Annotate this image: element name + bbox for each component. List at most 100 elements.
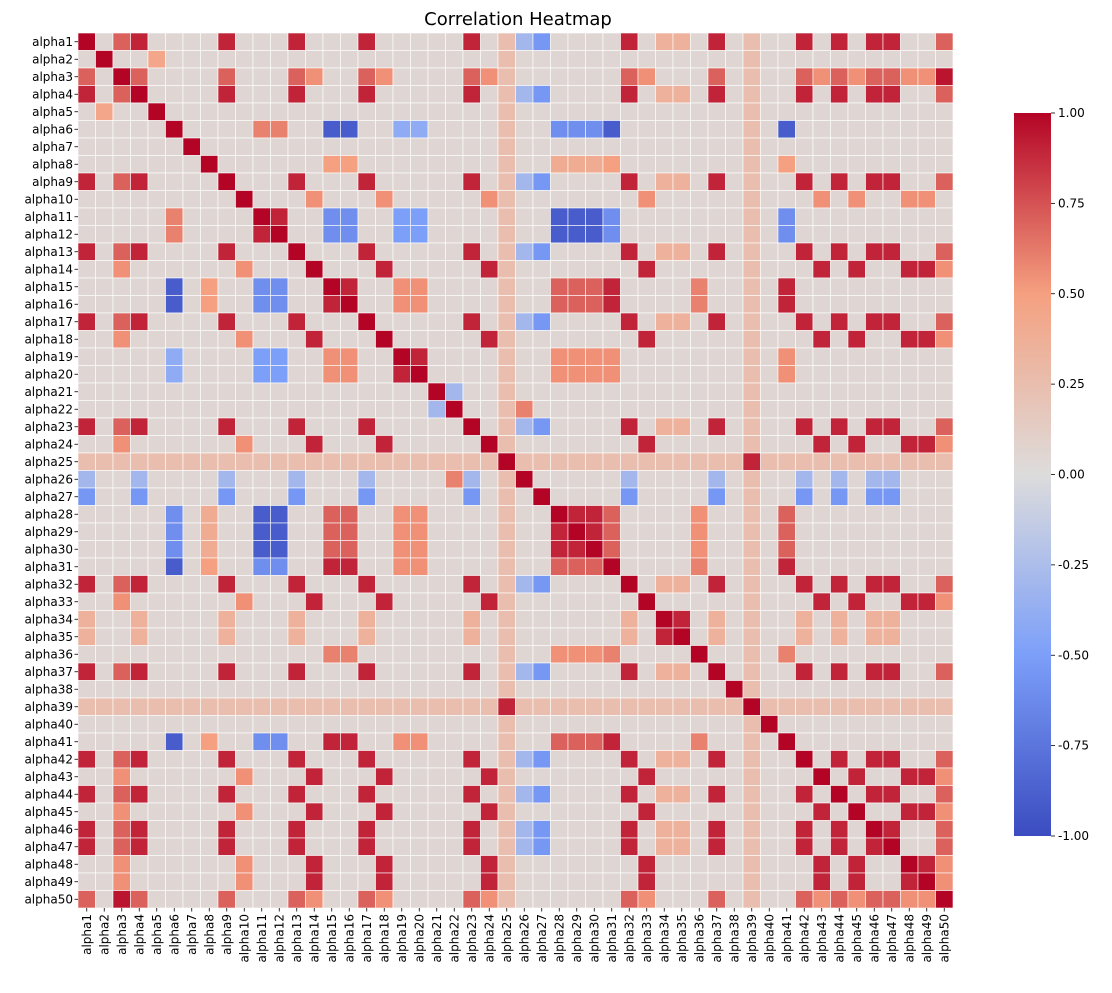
heatmap-cell-34-45 (847, 610, 866, 629)
heatmap-cell-1-1 (77, 32, 96, 51)
heatmap-cell-48-8 (200, 855, 219, 874)
heatmap-cell-23-22 (445, 417, 464, 436)
heatmap-cell-35-21 (427, 627, 446, 646)
heatmap-cell-34-17 (357, 610, 376, 629)
heatmap-cell-46-40 (760, 820, 779, 839)
heatmap-cell-46-18 (375, 820, 394, 839)
heatmap-cell-37-12 (270, 662, 289, 681)
heatmap-cell-30-37 (707, 540, 726, 559)
heatmap-cell-25-27 (532, 452, 551, 471)
heatmap-cell-4-4 (130, 85, 149, 104)
heatmap-cell-10-44 (830, 190, 849, 209)
x-tick-label: alpha16 (342, 914, 356, 963)
heatmap-cell-30-15 (322, 540, 341, 559)
heatmap-cell-4-18 (375, 85, 394, 104)
heatmap-cell-39-20 (410, 697, 429, 716)
heatmap-cell-19-45 (847, 347, 866, 366)
y-tick-label: alpha22 (24, 402, 73, 416)
heatmap-cell-31-34 (655, 557, 674, 576)
heatmap-cell-20-41 (777, 365, 796, 384)
heatmap-cell-25-9 (217, 452, 236, 471)
heatmap-cell-32-34 (655, 575, 674, 594)
heatmap-cell-19-29 (567, 347, 586, 366)
heatmap-cell-20-47 (882, 365, 901, 384)
x-tick-label: alpha44 (832, 914, 846, 963)
heatmap-cell-14-2 (95, 260, 114, 279)
heatmap-cell-43-36 (690, 767, 709, 786)
heatmap-cell-48-3 (112, 855, 131, 874)
heatmap-cell-1-24 (480, 32, 499, 51)
heatmap-cell-3-9 (217, 67, 236, 86)
heatmap-cell-39-27 (532, 697, 551, 716)
heatmap-cell-49-7 (182, 872, 201, 891)
heatmap-cell-2-39 (742, 50, 761, 69)
heatmap-cell-44-50 (935, 785, 954, 804)
heatmap-cell-10-9 (217, 190, 236, 209)
heatmap-cell-10-41 (777, 190, 796, 209)
heatmap-cell-14-4 (130, 260, 149, 279)
heatmap-cell-32-46 (865, 575, 884, 594)
heatmap-cell-31-46 (865, 557, 884, 576)
heatmap-cell-3-50 (935, 67, 954, 86)
heatmap-cell-12-38 (725, 225, 744, 244)
heatmap-cell-9-1 (77, 172, 96, 191)
heatmap-cell-6-9 (217, 120, 236, 139)
heatmap-cell-32-30 (585, 575, 604, 594)
heatmap-cell-36-1 (77, 645, 96, 664)
heatmap-cell-25-22 (445, 452, 464, 471)
heatmap-cell-30-21 (427, 540, 446, 559)
heatmap-cell-6-3 (112, 120, 131, 139)
heatmap-cell-40-10 (235, 715, 254, 734)
heatmap-cell-14-24 (480, 260, 499, 279)
heatmap-cell-9-28 (550, 172, 569, 191)
heatmap-cell-44-35 (672, 785, 691, 804)
heatmap-cell-50-27 (532, 890, 551, 909)
heatmap-cell-26-3 (112, 470, 131, 489)
heatmap-cell-9-8 (200, 172, 219, 191)
heatmap-cell-26-2 (95, 470, 114, 489)
heatmap-cell-43-49 (917, 767, 936, 786)
heatmap-cell-25-23 (462, 452, 481, 471)
heatmap-cell-47-27 (532, 837, 551, 856)
heatmap-cell-42-32 (620, 750, 639, 769)
heatmap-cell-12-27 (532, 225, 551, 244)
heatmap-cell-30-44 (830, 540, 849, 559)
heatmap-cell-7-17 (357, 137, 376, 156)
heatmap-cell-3-11 (252, 67, 271, 86)
heatmap-cell-8-2 (95, 155, 114, 174)
heatmap-cell-33-48 (900, 592, 919, 611)
heatmap-cell-18-42 (795, 330, 814, 349)
heatmap-cell-32-16 (340, 575, 359, 594)
heatmap-cell-18-17 (357, 330, 376, 349)
heatmap-cell-10-46 (865, 190, 884, 209)
heatmap-cell-19-12 (270, 347, 289, 366)
heatmap-cell-23-26 (515, 417, 534, 436)
heatmap-cell-10-20 (410, 190, 429, 209)
heatmap-cell-4-28 (550, 85, 569, 104)
heatmap-cell-14-42 (795, 260, 814, 279)
heatmap-cell-9-19 (392, 172, 411, 191)
heatmap-cell-29-23 (462, 522, 481, 541)
heatmap-cell-10-11 (252, 190, 271, 209)
heatmap-cell-7-35 (672, 137, 691, 156)
heatmap-cell-13-27 (532, 242, 551, 261)
heatmap-cell-18-43 (812, 330, 831, 349)
heatmap-cell-41-6 (165, 732, 184, 751)
heatmap-cell-32-29 (567, 575, 586, 594)
heatmap-cell-20-48 (900, 365, 919, 384)
heatmap-cell-18-12 (270, 330, 289, 349)
heatmap-cell-20-37 (707, 365, 726, 384)
heatmap-cell-16-40 (760, 295, 779, 314)
heatmap-cell-39-28 (550, 697, 569, 716)
heatmap-cell-4-22 (445, 85, 464, 104)
heatmap-cell-17-25 (497, 312, 516, 331)
heatmap-cell-35-46 (865, 627, 884, 646)
heatmap-cell-46-47 (882, 820, 901, 839)
heatmap-cell-12-13 (287, 225, 306, 244)
y-tick-label: alpha33 (24, 595, 73, 609)
heatmap-cell-50-3 (112, 890, 131, 909)
heatmap-cell-47-47 (882, 837, 901, 856)
heatmap-cell-47-6 (165, 837, 184, 856)
heatmap-cell-41-32 (620, 732, 639, 751)
heatmap-cell-14-5 (147, 260, 166, 279)
